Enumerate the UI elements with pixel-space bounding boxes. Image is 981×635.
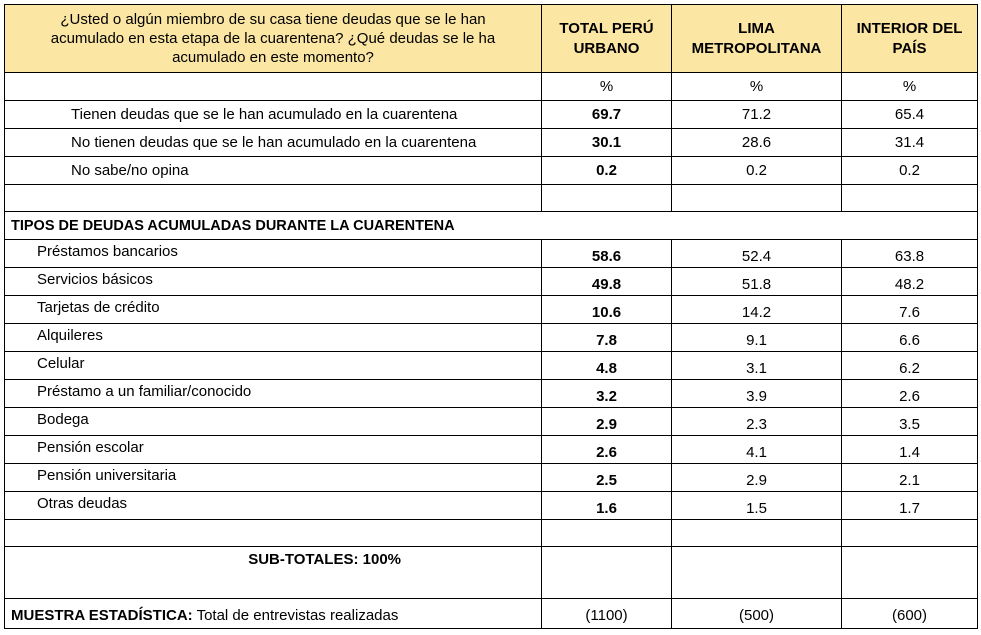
value-total: 1.6 <box>541 491 672 520</box>
table-row: Tarjetas de crédito 10.6 14.2 7.6 <box>4 295 978 324</box>
value-interior: 63.8 <box>841 239 978 268</box>
row-label: No tienen deudas que se le han acumulado… <box>4 128 542 157</box>
value-interior: 48.2 <box>841 267 978 296</box>
value-interior: 7.6 <box>841 295 978 324</box>
value-total: 10.6 <box>541 295 672 324</box>
section-header-row: TIPOS DE DEUDAS ACUMULADAS DURANTE LA CU… <box>4 211 978 240</box>
table-row: Pensión escolar 2.6 4.1 1.4 <box>4 435 978 464</box>
value-total: 2.9 <box>541 407 672 436</box>
value-lima: 71.2 <box>671 100 842 129</box>
value-interior: 3.5 <box>841 407 978 436</box>
value-interior: 1.4 <box>841 435 978 464</box>
table-row: Celular 4.8 3.1 6.2 <box>4 351 978 380</box>
row-label: Tienen deudas que se le han acumulado en… <box>4 100 542 129</box>
value-total: 58.6 <box>541 239 672 268</box>
table-row: Bodega 2.9 2.3 3.5 <box>4 407 978 436</box>
spacer-row <box>4 184 978 212</box>
value-total: 3.2 <box>541 379 672 408</box>
table-row: Préstamo a un familiar/conocido 3.2 3.9 … <box>4 379 978 408</box>
value-interior: 1.7 <box>841 491 978 520</box>
survey-table: ¿Usted o algún miembro de su casa tiene … <box>4 4 978 629</box>
row-label: Servicios básicos <box>4 267 542 296</box>
value-total: 4.8 <box>541 351 672 380</box>
value-total: 49.8 <box>541 267 672 296</box>
sample-row: MUESTRA ESTADÍSTICA: Total de entrevista… <box>4 598 978 629</box>
sample-label: MUESTRA ESTADÍSTICA: Total de entrevista… <box>4 598 542 629</box>
table-row: Préstamos bancarios 58.6 52.4 63.8 <box>4 239 978 268</box>
table-row: Alquileres 7.8 9.1 6.6 <box>4 323 978 352</box>
value-total: 30.1 <box>541 128 672 157</box>
value-interior: 0.2 <box>841 156 978 185</box>
row-label: Tarjetas de crédito <box>4 295 542 324</box>
value-total: 2.6 <box>541 435 672 464</box>
sample-label-rest: Total de entrevistas realizadas <box>192 607 399 624</box>
table-row: Servicios básicos 49.8 51.8 48.2 <box>4 267 978 296</box>
table-row: No tienen deudas que se le han acumulado… <box>4 128 978 157</box>
value-interior: 65.4 <box>841 100 978 129</box>
value-lima: 2.3 <box>671 407 842 436</box>
value-lima: 51.8 <box>671 267 842 296</box>
spacer-row <box>4 519 978 547</box>
percent-row: % % % <box>4 72 978 101</box>
table-row: Pensión universitaria 2.5 2.9 2.1 <box>4 463 978 492</box>
question-cell: ¿Usted o algún miembro de su casa tiene … <box>4 4 542 73</box>
row-label: Préstamo a un familiar/conocido <box>4 379 542 408</box>
value-lima: 4.1 <box>671 435 842 464</box>
value-interior: 6.6 <box>841 323 978 352</box>
row-label: Alquileres <box>4 323 542 352</box>
value-total: 7.8 <box>541 323 672 352</box>
value-interior: 31.4 <box>841 128 978 157</box>
value-interior: 6.2 <box>841 351 978 380</box>
value-lima: 14.2 <box>671 295 842 324</box>
row-label: Préstamos bancarios <box>4 239 542 268</box>
subtotals-row: SUB-TOTALES: 100% <box>4 546 978 599</box>
row-label: No sabe/no opina <box>4 156 542 185</box>
value-total: 69.7 <box>541 100 672 129</box>
subtotals-label: SUB-TOTALES: 100% <box>4 546 542 599</box>
value-interior: 2.6 <box>841 379 978 408</box>
sample-label-bold: MUESTRA ESTADÍSTICA: <box>11 607 193 624</box>
row-label: Bodega <box>4 407 542 436</box>
row-label: Pensión universitaria <box>4 463 542 492</box>
value-lima: 3.9 <box>671 379 842 408</box>
row-label: Otras deudas <box>4 491 542 520</box>
row-label: Celular <box>4 351 542 380</box>
col-total-header: TOTAL PERÚ URBANO <box>541 4 672 73</box>
percent-total: % <box>541 72 672 101</box>
percent-lima: % <box>671 72 842 101</box>
value-lima: 0.2 <box>671 156 842 185</box>
section-title: TIPOS DE DEUDAS ACUMULADAS DURANTE LA CU… <box>4 211 978 240</box>
value-lima: 28.6 <box>671 128 842 157</box>
value-interior: 2.1 <box>841 463 978 492</box>
row-label: Pensión escolar <box>4 435 542 464</box>
sample-lima: (500) <box>671 598 842 629</box>
sample-total: (1100) <box>541 598 672 629</box>
percent-interior: % <box>841 72 978 101</box>
value-lima: 2.9 <box>671 463 842 492</box>
value-lima: 52.4 <box>671 239 842 268</box>
sample-interior: (600) <box>841 598 978 629</box>
table-row: Otras deudas 1.6 1.5 1.7 <box>4 491 978 520</box>
value-lima: 3.1 <box>671 351 842 380</box>
value-total: 2.5 <box>541 463 672 492</box>
value-lima: 9.1 <box>671 323 842 352</box>
header-row: ¿Usted o algún miembro de su casa tiene … <box>4 4 978 73</box>
value-total: 0.2 <box>541 156 672 185</box>
value-lima: 1.5 <box>671 491 842 520</box>
table-row: No sabe/no opina 0.2 0.2 0.2 <box>4 156 978 185</box>
col-lima-header: LIMA METROPOLITANA <box>671 4 842 73</box>
table-row: Tienen deudas que se le han acumulado en… <box>4 100 978 129</box>
col-interior-header: INTERIOR DEL PAÍS <box>841 4 978 73</box>
